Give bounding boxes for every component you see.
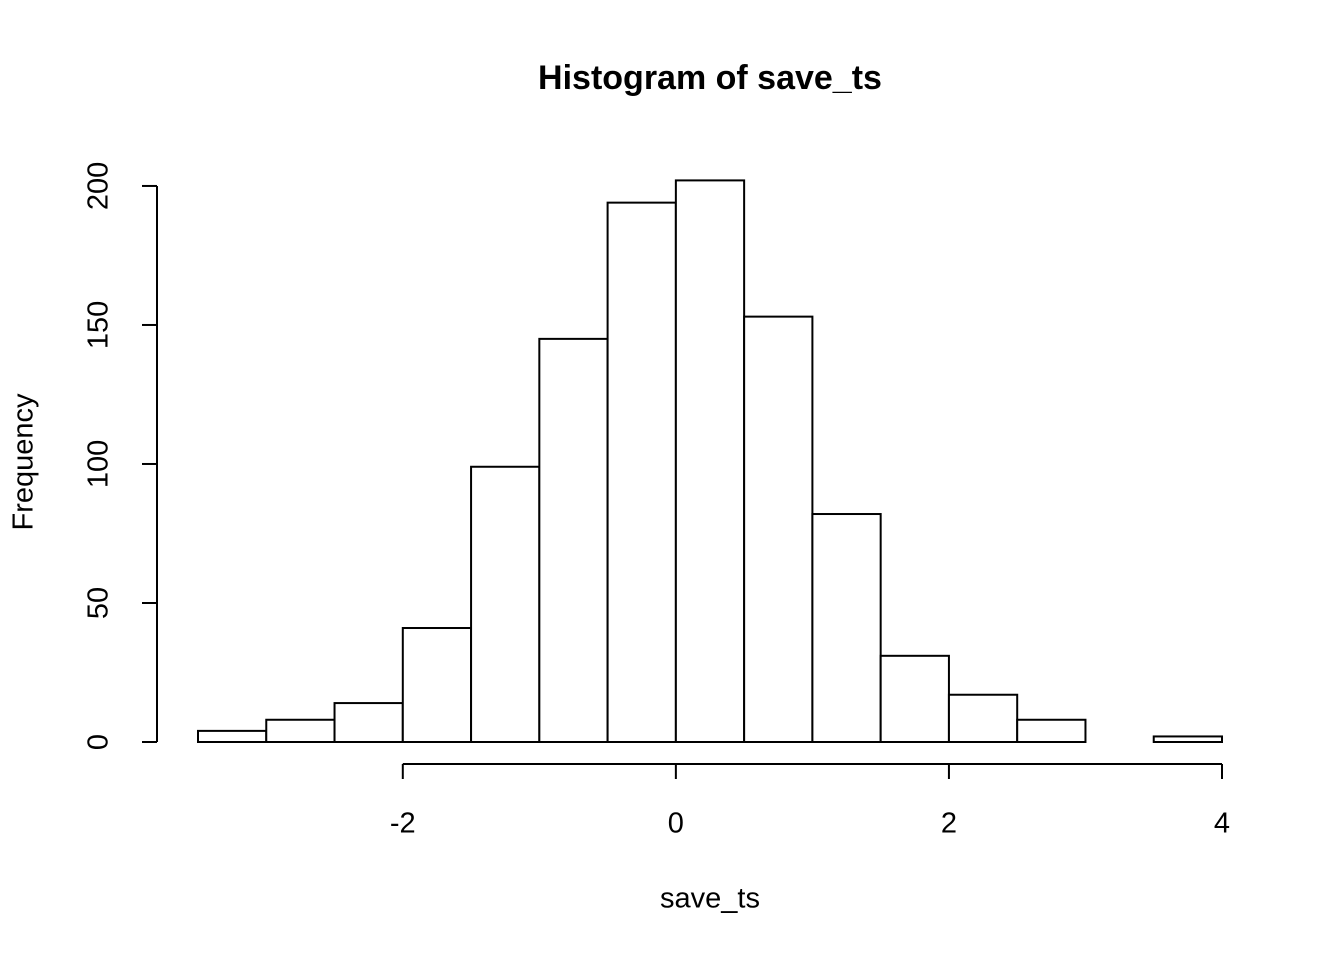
bar <box>401 627 473 744</box>
bar <box>538 337 609 743</box>
bar <box>674 179 746 743</box>
y-tick-label: 150 <box>83 301 115 349</box>
y-tick-label: 50 <box>83 587 115 619</box>
bar <box>879 654 950 743</box>
bar <box>1152 735 1223 743</box>
x-tick-label: 4 <box>1214 808 1230 840</box>
x-axis-label: save_ts <box>660 883 760 915</box>
bar <box>811 513 882 743</box>
x-tick-label: -2 <box>390 808 416 840</box>
bar <box>1016 718 1087 744</box>
bar <box>470 465 541 743</box>
bar <box>606 201 677 743</box>
chart-title: Histogram of save_ts <box>538 59 882 97</box>
bar <box>947 693 1019 743</box>
y-axis-label: Frequency <box>8 393 40 531</box>
bar <box>333 702 404 743</box>
bar <box>265 718 336 744</box>
bar <box>743 315 814 743</box>
y-tick-label: 100 <box>83 440 115 488</box>
x-tick-label: 2 <box>941 808 957 840</box>
bar <box>197 729 268 744</box>
x-tick-label: 0 <box>668 808 684 840</box>
y-tick-label: 0 <box>83 734 115 750</box>
y-tick-label: 200 <box>83 162 115 210</box>
